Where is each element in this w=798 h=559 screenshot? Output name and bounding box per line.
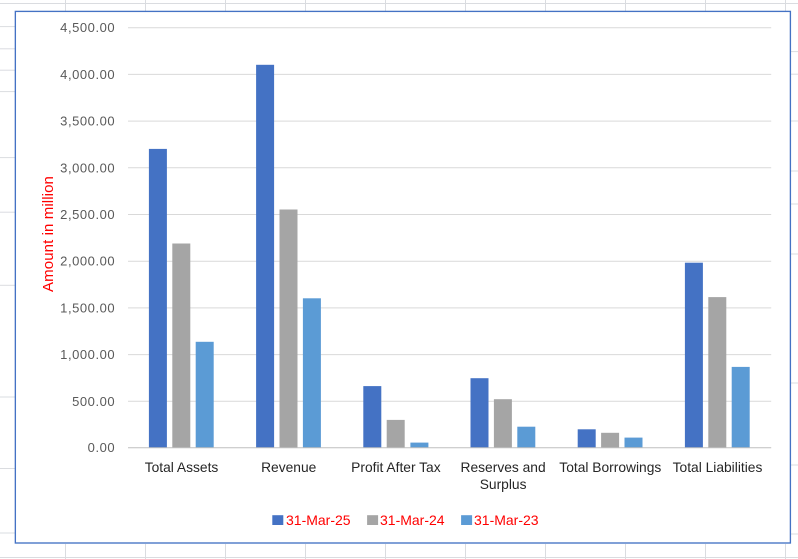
svg-text:31-Mar-25: 31-Mar-25 — [286, 512, 351, 528]
svg-text:2,000.00: 2,000.00 — [60, 254, 115, 269]
svg-text:31-Mar-24: 31-Mar-24 — [380, 512, 445, 528]
svg-text:1,500.00: 1,500.00 — [60, 300, 115, 315]
svg-text:Total Liabilities: Total Liabilities — [673, 460, 763, 475]
svg-text:3,500.00: 3,500.00 — [60, 114, 115, 129]
svg-text:Reserves and: Reserves and — [461, 460, 546, 475]
svg-text:1,000.00: 1,000.00 — [60, 347, 115, 362]
svg-text:Amount in million: Amount in million — [40, 176, 57, 292]
svg-text:4,000.00: 4,000.00 — [60, 67, 115, 82]
svg-text:Revenue: Revenue — [261, 460, 317, 475]
svg-text:31-Mar-23: 31-Mar-23 — [474, 512, 539, 528]
svg-text:Profit After Tax: Profit After Tax — [351, 460, 441, 475]
svg-text:Total Assets: Total Assets — [145, 460, 219, 475]
svg-text:0.00: 0.00 — [88, 440, 116, 455]
svg-text:Total Borrowings: Total Borrowings — [559, 460, 661, 475]
svg-text:4,500.00: 4,500.00 — [60, 20, 115, 35]
svg-text:500.00: 500.00 — [72, 394, 115, 409]
svg-text:2,500.00: 2,500.00 — [60, 207, 115, 222]
svg-text:Surplus: Surplus — [480, 477, 527, 492]
svg-text:3,000.00: 3,000.00 — [60, 160, 115, 175]
